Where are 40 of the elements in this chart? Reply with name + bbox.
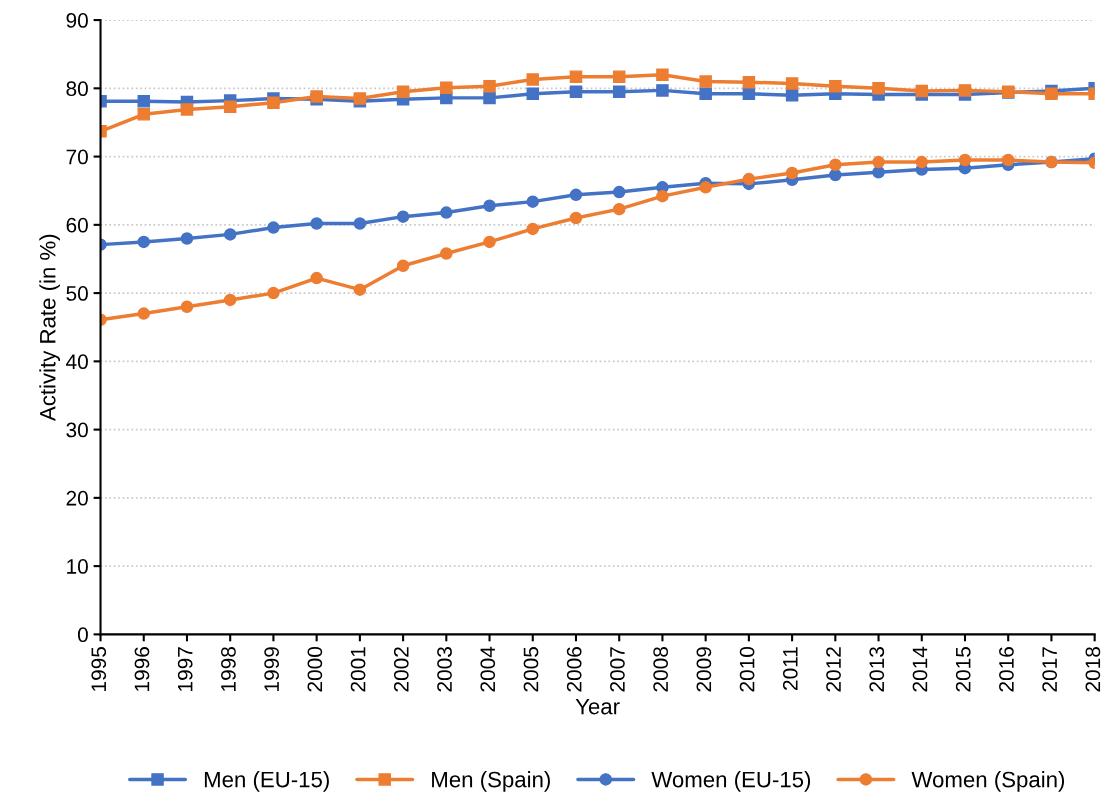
y-tick-label: 60: [66, 217, 88, 233]
legend-label: Men (EU-15): [204, 771, 329, 792]
x-tick-label: 2006: [566, 647, 582, 692]
x-tick-label: 2011: [782, 647, 798, 690]
x-tick-label: 1997: [177, 647, 193, 691]
x-tick-label: 2000: [307, 646, 323, 692]
y-tick-label: 80: [66, 81, 88, 97]
x-tick-label: 1999: [264, 647, 280, 691]
x-tick-label: 2010: [739, 646, 755, 692]
x-tick-label: 2012: [826, 647, 841, 692]
legend-label: Women (EU-15): [651, 771, 811, 792]
x-tick-label: 1998: [221, 647, 236, 691]
x-tick-label: 2015: [955, 647, 971, 692]
x-axis-title: Year: [575, 698, 620, 715]
y-tick-label: 50: [66, 286, 88, 301]
x-tick-label: 2002: [393, 647, 409, 692]
x-tick-label: 2008: [653, 647, 669, 692]
y-tick-label: 30: [66, 422, 88, 438]
y-tick-label: 0: [77, 627, 88, 643]
y-tick-label: 90: [66, 13, 88, 28]
y-tick-label: 70: [66, 149, 88, 165]
legend-label: Men (Spain): [432, 771, 550, 792]
x-tick-label: 2009: [696, 647, 712, 692]
x-tick-label: 1995: [91, 647, 107, 691]
x-tick-label: 2018: [1085, 647, 1101, 692]
x-tick-label: 2005: [523, 647, 539, 692]
x-tick-label: 2013: [869, 647, 885, 692]
x-tick-label: 2001: [350, 647, 366, 692]
legend-label: Women (Spain): [911, 771, 1065, 792]
y-tick-label: 20: [66, 490, 88, 506]
x-tick-label: 2004: [480, 646, 496, 692]
y-tick-label: 40: [66, 354, 88, 370]
x-tick-label: 2016: [999, 647, 1014, 692]
x-tick-label: 1996: [134, 647, 150, 691]
x-tick-label: 2014: [912, 646, 928, 692]
x-tick-label: 2017: [1042, 647, 1058, 692]
x-tick-label: 2003: [437, 647, 452, 692]
x-tick-label: 2007: [610, 647, 625, 692]
y-tick-label: 10: [67, 559, 88, 574]
y-axis-title: Activity Rate (in %): [39, 234, 60, 422]
